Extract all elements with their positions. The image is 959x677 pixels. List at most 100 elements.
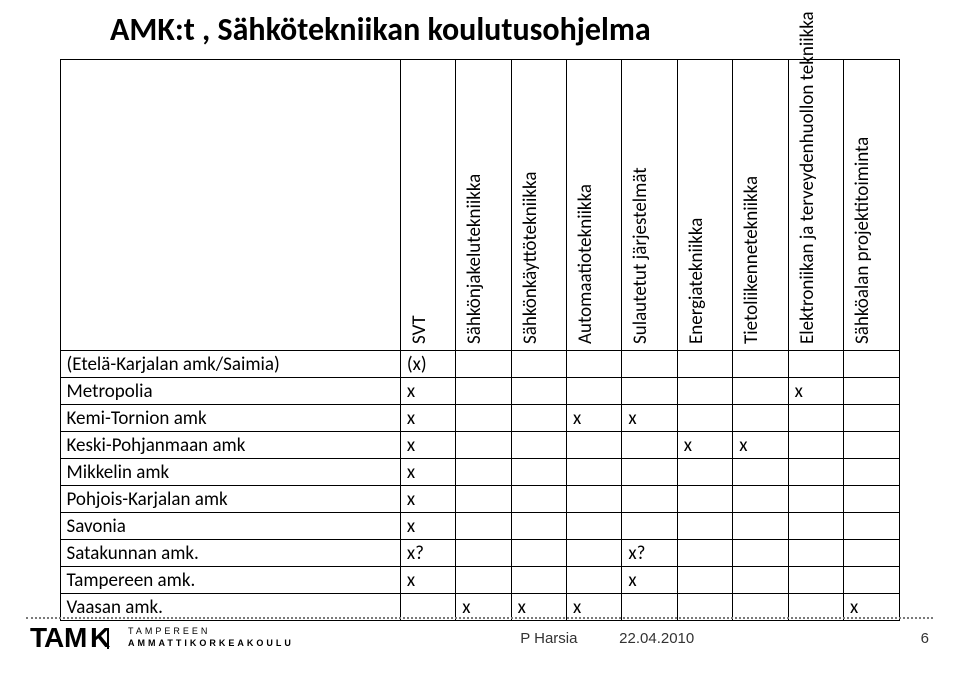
cell [677, 513, 732, 540]
col-label: Tietoliikennetekniikka [740, 64, 763, 344]
cell [456, 405, 511, 432]
cell [456, 351, 511, 378]
col-header: Sähkönjakelutekniikka [456, 60, 511, 351]
cell [677, 378, 732, 405]
col-label: Energiatekniikka [685, 64, 708, 344]
row-name: Pohjois-Karjalan amk [60, 486, 400, 513]
cell [622, 351, 677, 378]
logo-line2: AMMATTIKORKEAKOULU [128, 638, 294, 650]
cell: x [400, 486, 455, 513]
cell [622, 513, 677, 540]
table-row: Satakunnan amk. x? x? [60, 540, 899, 567]
cell [511, 378, 566, 405]
row-name: Keski-Pohjanmaan amk [60, 432, 400, 459]
cell [511, 405, 566, 432]
slide: AMK:t , Sähkötekniikan koulutusohjelma S… [0, 0, 959, 677]
row-name: Tampereen amk. [60, 567, 400, 594]
cell [843, 459, 899, 486]
header-row: SVT Sähkönjakelutekniikka Sähkönkäyttöte… [60, 60, 899, 351]
cell [733, 351, 788, 378]
cell [843, 540, 899, 567]
cell [677, 405, 732, 432]
cell [511, 459, 566, 486]
col-header: Energiatekniikka [677, 60, 732, 351]
cell [843, 378, 899, 405]
cell [567, 513, 622, 540]
header-empty [60, 60, 400, 351]
cell [567, 486, 622, 513]
cell [677, 540, 732, 567]
cell: x [788, 378, 843, 405]
cell [677, 486, 732, 513]
cell: x [567, 405, 622, 432]
cell [788, 405, 843, 432]
cell [567, 567, 622, 594]
table-container: SVT Sähkönjakelutekniikka Sähkönkäyttöte… [60, 59, 900, 621]
table-row: Keski-Pohjanmaan amk x x x [60, 432, 899, 459]
cell: x? [622, 540, 677, 567]
cell [456, 486, 511, 513]
cell [511, 351, 566, 378]
col-header: Sähkönkäyttötekniikka [511, 60, 566, 351]
table-row: (Etelä-Karjalan amk/Saimia) (x) [60, 351, 899, 378]
table-row: Mikkelin amk x [60, 459, 899, 486]
cell [456, 432, 511, 459]
table-row: Metropolia x x [60, 378, 899, 405]
cell [788, 486, 843, 513]
cell [511, 432, 566, 459]
col-label: Sähkönkäyttötekniikka [519, 64, 542, 344]
cell [456, 459, 511, 486]
cell [677, 459, 732, 486]
cell [567, 540, 622, 567]
col-header: Automaatiotekniikka [567, 60, 622, 351]
cell [843, 351, 899, 378]
cell [733, 540, 788, 567]
logo-mark-icon: T A M K [30, 623, 120, 653]
row-name: Mikkelin amk [60, 459, 400, 486]
cell [677, 351, 732, 378]
cell: x [400, 432, 455, 459]
row-name: Metropolia [60, 378, 400, 405]
cell: (x) [400, 351, 455, 378]
table-row: Tampereen amk. x x [60, 567, 899, 594]
col-header: Sähköalan projektitoiminta [843, 60, 899, 351]
logo-text: TAMPEREEN AMMATTIKORKEAKOULU [128, 626, 294, 649]
cell: x [622, 405, 677, 432]
cell [567, 378, 622, 405]
cell [788, 459, 843, 486]
row-name: Kemi-Tornion amk [60, 405, 400, 432]
cell: x [400, 378, 455, 405]
cell [788, 351, 843, 378]
table-row: Savonia x [60, 513, 899, 540]
cell [843, 486, 899, 513]
cell [788, 540, 843, 567]
cell [456, 378, 511, 405]
row-name: (Etelä-Karjalan amk/Saimia) [60, 351, 400, 378]
cell [511, 486, 566, 513]
cell: x [733, 432, 788, 459]
cell [843, 567, 899, 594]
cell: x [400, 567, 455, 594]
cell [733, 405, 788, 432]
table-row: Pohjois-Karjalan amk x [60, 486, 899, 513]
cell [733, 567, 788, 594]
cell [788, 513, 843, 540]
cell [456, 540, 511, 567]
table-body: (Etelä-Karjalan amk/Saimia) (x) Metropol… [60, 351, 899, 621]
row-name: Savonia [60, 513, 400, 540]
cell [788, 432, 843, 459]
col-header: Elektroniikan ja terveydenhuollon teknii… [788, 60, 843, 351]
footer-date: 22.04.2010 [619, 630, 694, 647]
cell: x [677, 432, 732, 459]
col-label: Sähkönjakelutekniikka [463, 64, 486, 344]
cell [622, 486, 677, 513]
cell: x [400, 405, 455, 432]
cell [733, 459, 788, 486]
svg-text:A: A [44, 623, 64, 653]
cell [567, 432, 622, 459]
page-number: 6 [921, 630, 929, 647]
cell: x [400, 513, 455, 540]
cell [511, 540, 566, 567]
col-label: Elektroniikan ja terveydenhuollon teknii… [796, 64, 819, 344]
cell [733, 378, 788, 405]
